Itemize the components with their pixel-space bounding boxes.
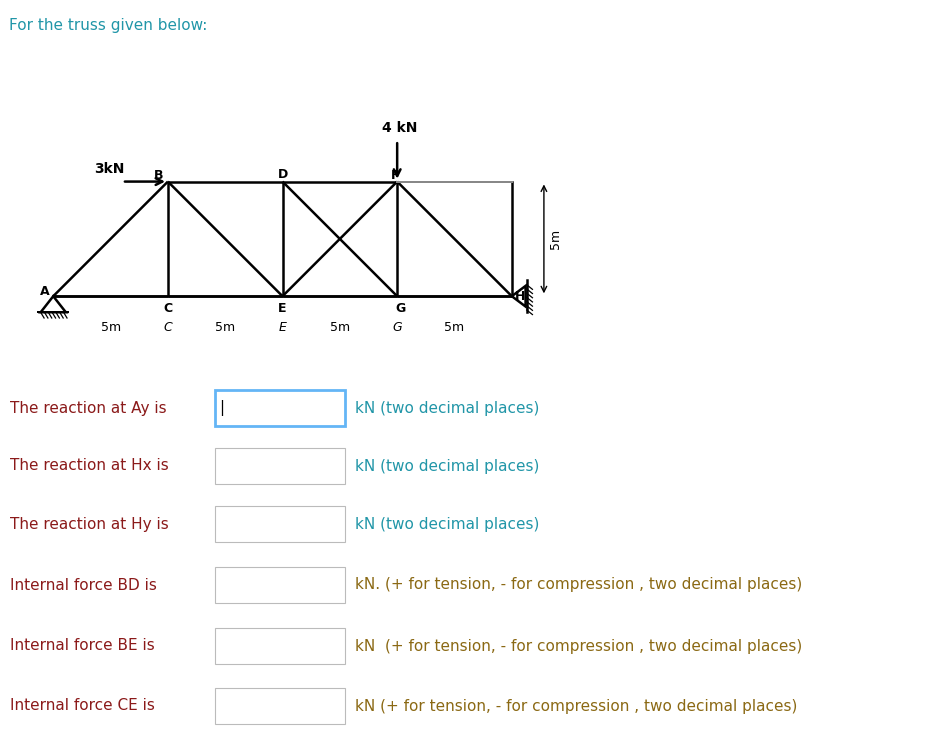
Text: kN (two decimal places): kN (two decimal places) [355, 401, 539, 415]
Text: B: B [154, 169, 163, 183]
Text: 5m: 5m [330, 321, 350, 334]
Text: F: F [390, 168, 399, 182]
Text: kN (two decimal places): kN (two decimal places) [355, 458, 539, 474]
Text: 5m: 5m [215, 321, 235, 334]
Text: E: E [278, 321, 287, 334]
Text: Internal force CE is: Internal force CE is [10, 698, 155, 713]
Text: 5m: 5m [101, 321, 121, 334]
Text: 4 kN: 4 kN [382, 120, 417, 134]
Text: The reaction at Ay is: The reaction at Ay is [10, 401, 167, 415]
Text: kN. (+ for tension, - for compression , two decimal places): kN. (+ for tension, - for compression , … [355, 577, 802, 593]
Text: G: G [392, 321, 402, 334]
Text: H: H [515, 290, 525, 303]
Text: |: | [219, 400, 223, 416]
Text: Internal force BD is: Internal force BD is [10, 577, 157, 593]
Text: E: E [278, 302, 287, 316]
Text: C: C [163, 302, 173, 316]
Text: D: D [277, 168, 288, 181]
Text: Internal force BE is: Internal force BE is [10, 638, 155, 653]
Text: The reaction at Hy is: The reaction at Hy is [10, 517, 169, 531]
Text: G: G [395, 302, 405, 316]
Text: For the truss given below:: For the truss given below: [9, 18, 207, 33]
Text: kN  (+ for tension, - for compression , two decimal places): kN (+ for tension, - for compression , t… [355, 638, 802, 653]
Text: kN (two decimal places): kN (two decimal places) [355, 517, 539, 531]
Text: 5m: 5m [549, 229, 562, 249]
Text: C: C [163, 321, 173, 334]
Text: The reaction at Hx is: The reaction at Hx is [10, 458, 169, 474]
Text: 3kN: 3kN [94, 162, 124, 176]
Text: kN (+ for tension, - for compression , two decimal places): kN (+ for tension, - for compression , t… [355, 698, 798, 713]
Text: 5m: 5m [444, 321, 465, 334]
Text: A: A [41, 285, 50, 298]
